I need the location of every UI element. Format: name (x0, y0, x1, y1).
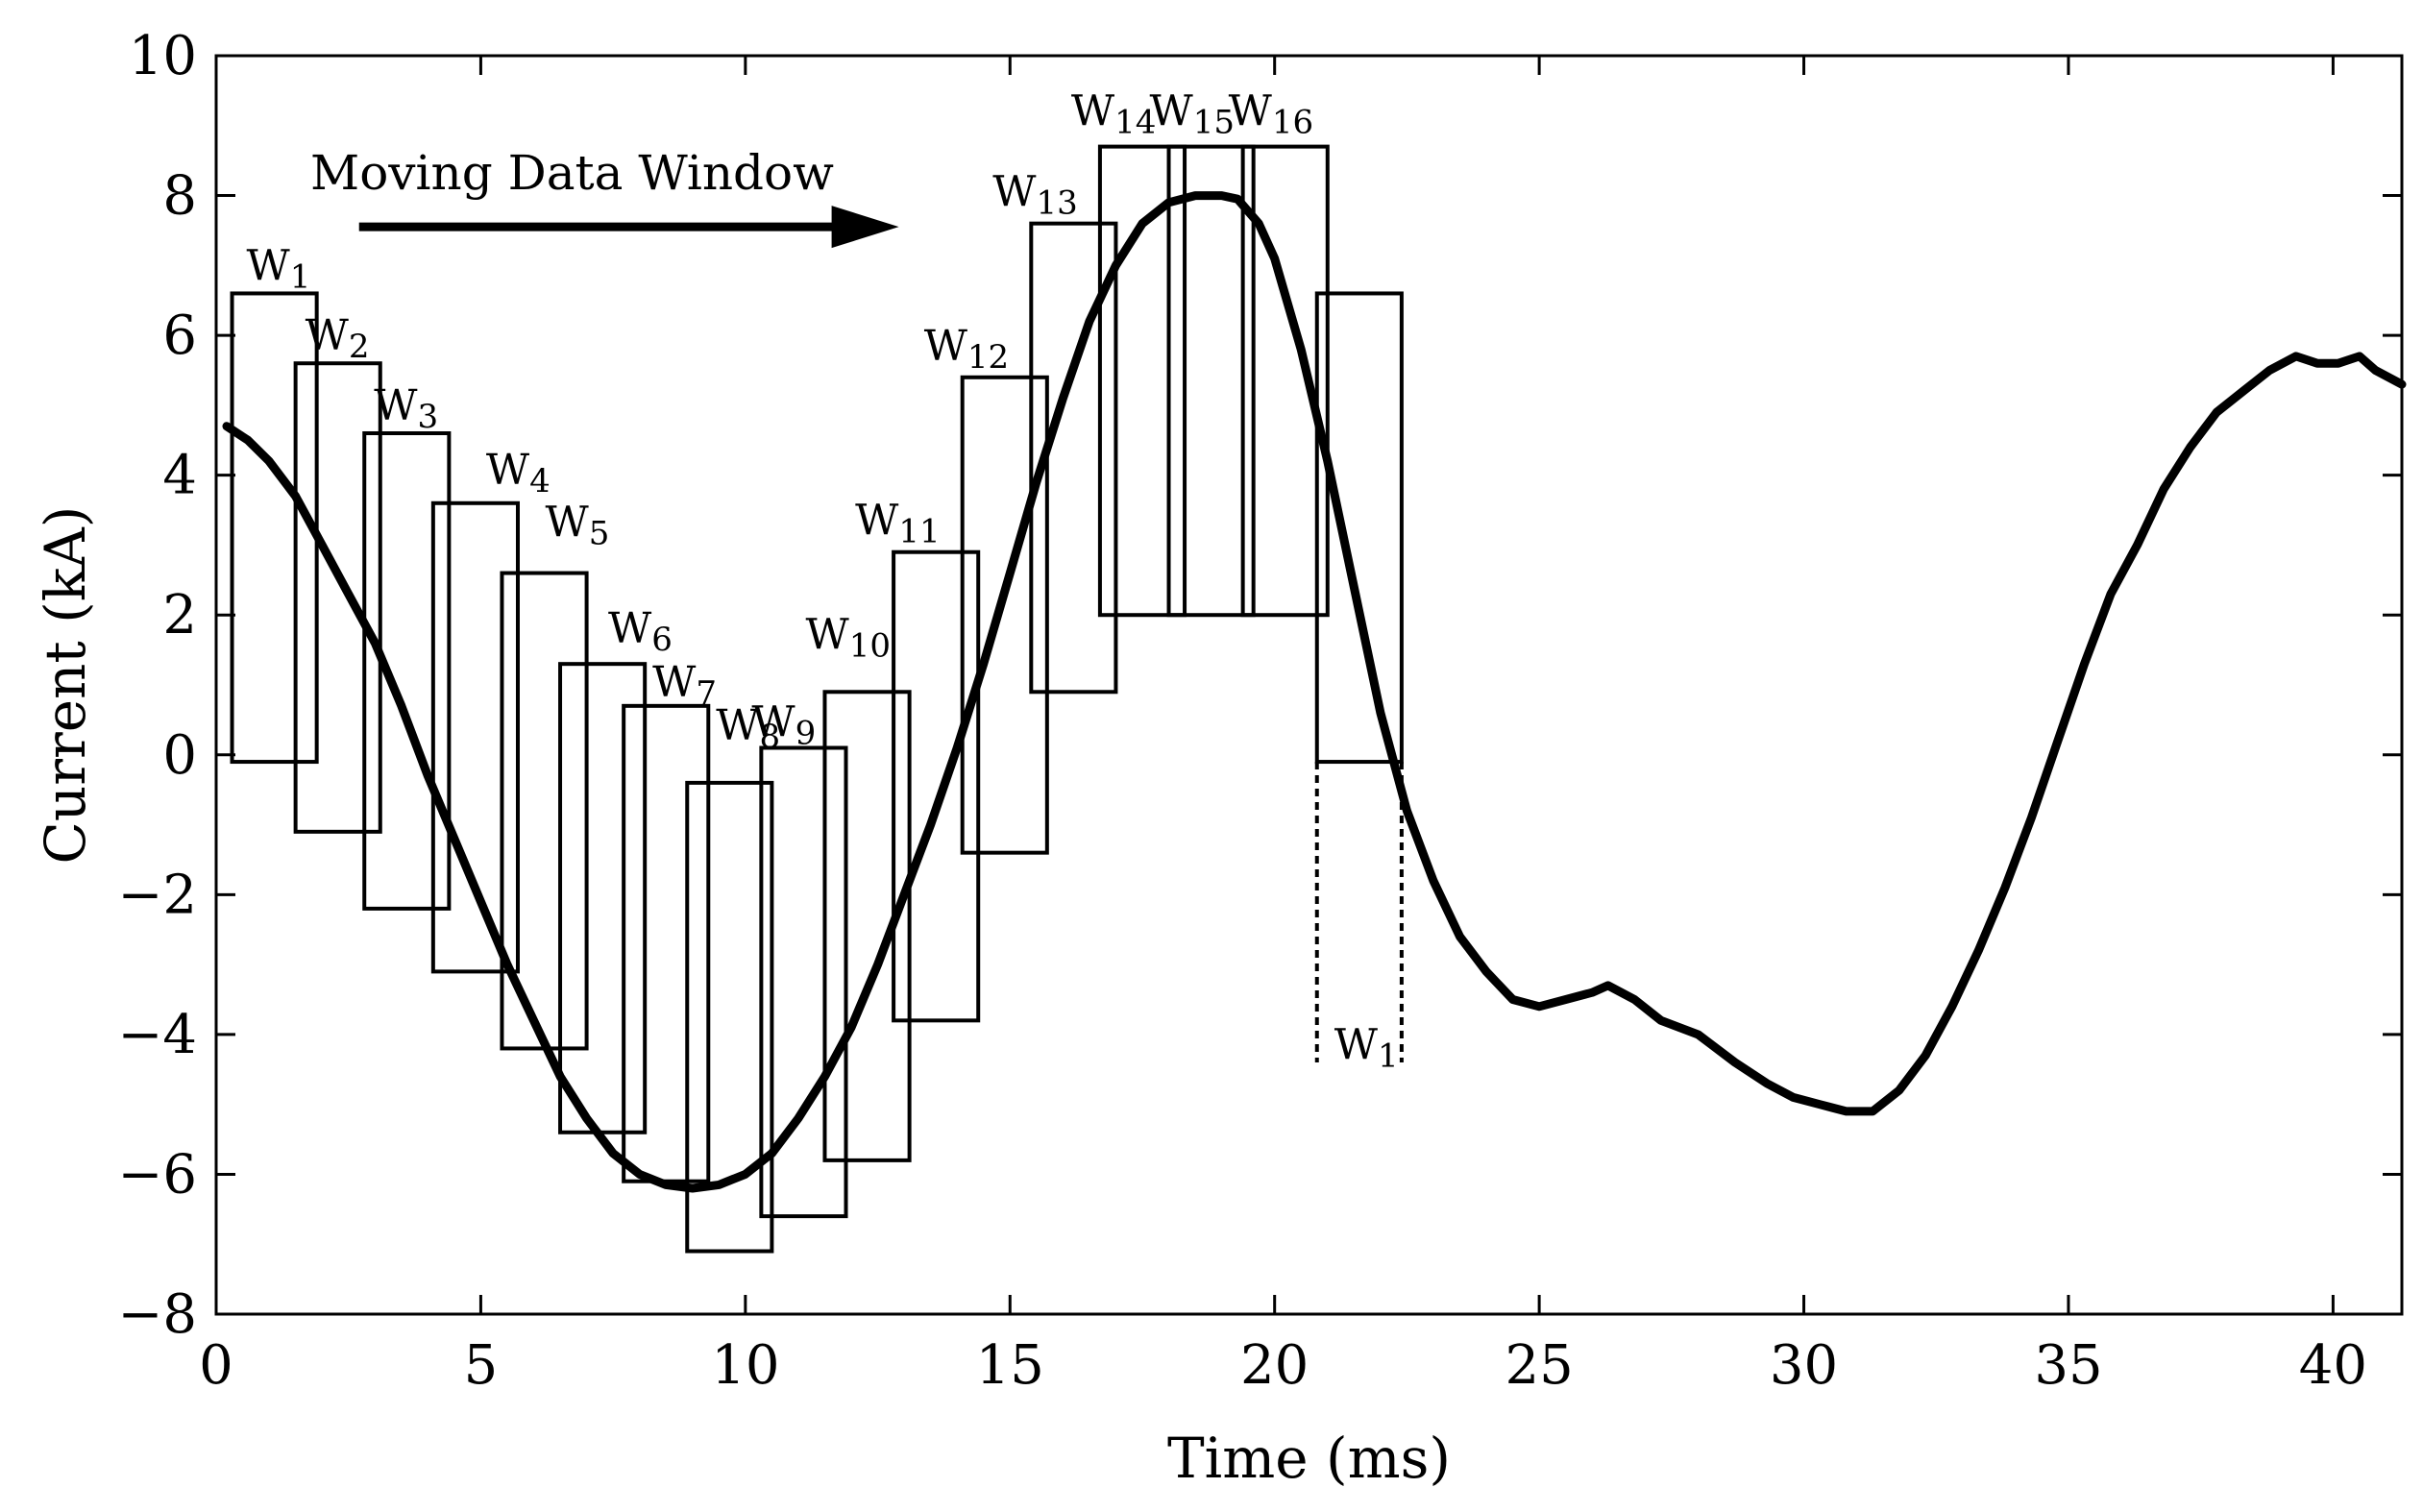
window-box-4 (430, 500, 520, 974)
x-tick-label: 5 (464, 1334, 499, 1397)
y-axis-label: Current (kA) (33, 506, 98, 865)
window-label-11: W11 (855, 497, 941, 551)
window-label-6: W6 (608, 604, 673, 659)
data-windows-layer (230, 144, 1404, 1254)
window-box-8 (685, 780, 774, 1254)
window-label-7: W7 (652, 658, 717, 713)
window-box-14 (1097, 144, 1187, 618)
window-box-6 (558, 662, 648, 1134)
window-box-12 (960, 375, 1049, 855)
window-box-15 (1166, 144, 1256, 618)
x-tick-label: 40 (2299, 1334, 2367, 1397)
x-tick-label: 15 (976, 1334, 1044, 1397)
window-label-10: W10 (805, 610, 891, 665)
window-label-5: W5 (545, 499, 609, 553)
x-tick-label: 35 (2034, 1334, 2102, 1397)
window-box-17 (1314, 291, 1404, 765)
x-tick-label: 10 (711, 1334, 779, 1397)
window-label-4: W4 (486, 446, 551, 500)
y-tick-label: 4 (162, 445, 197, 507)
current-series-line (222, 191, 2407, 1193)
window-label-13: W13 (992, 168, 1078, 223)
x-tick-label: 20 (1240, 1334, 1309, 1397)
window-box-2 (293, 361, 382, 834)
x-tick-label: 25 (1505, 1334, 1573, 1397)
x-tick-label: 0 (199, 1334, 233, 1397)
y-tick-label: 2 (162, 584, 197, 646)
axes-layer: 0 5 10 15 20 25 30 35 40 −8 −6 −4 −2 0 2 4 6 8 10 (117, 25, 2404, 1397)
window-box-11 (892, 549, 981, 1023)
window-label-14: W14 (1071, 87, 1157, 142)
x-axis-label: Time (ms) (1167, 1426, 1451, 1491)
y-tick-label: 6 (162, 305, 197, 367)
dashed-window-label: W1 (1334, 1020, 1399, 1075)
window-label-9: W9 (751, 698, 816, 753)
y-tick-label: −6 (117, 1143, 197, 1206)
window-box-9 (759, 745, 848, 1219)
y-tick-label: 8 (162, 165, 197, 228)
y-tick-label: 0 (162, 724, 197, 787)
window-label-3: W3 (374, 381, 438, 436)
y-tick-label: −2 (117, 864, 197, 926)
annotation-moving-data-window: Moving Data Window (310, 145, 834, 201)
window-box-7 (622, 703, 711, 1183)
y-tick-label: −8 (117, 1283, 197, 1346)
window-label-15: W15 (1150, 87, 1236, 142)
window-label-2: W2 (306, 311, 370, 366)
x-tick-label: 30 (1770, 1334, 1838, 1397)
window-box-13 (1029, 221, 1118, 695)
curve-layer (222, 191, 2407, 1193)
window-box-10 (822, 690, 912, 1162)
y-tick-label: −4 (117, 1004, 197, 1066)
window-box-3 (362, 431, 452, 911)
y-tick-label: 10 (129, 25, 197, 87)
window-label-12: W12 (924, 322, 1009, 377)
window-box-16 (1240, 144, 1330, 618)
plot-frame (214, 54, 2404, 1316)
window-label-1: W1 (247, 241, 311, 296)
window-label-8: W8 (716, 701, 780, 756)
annotation-arrow-head (831, 206, 899, 249)
window-label-16: W16 (1229, 87, 1314, 142)
